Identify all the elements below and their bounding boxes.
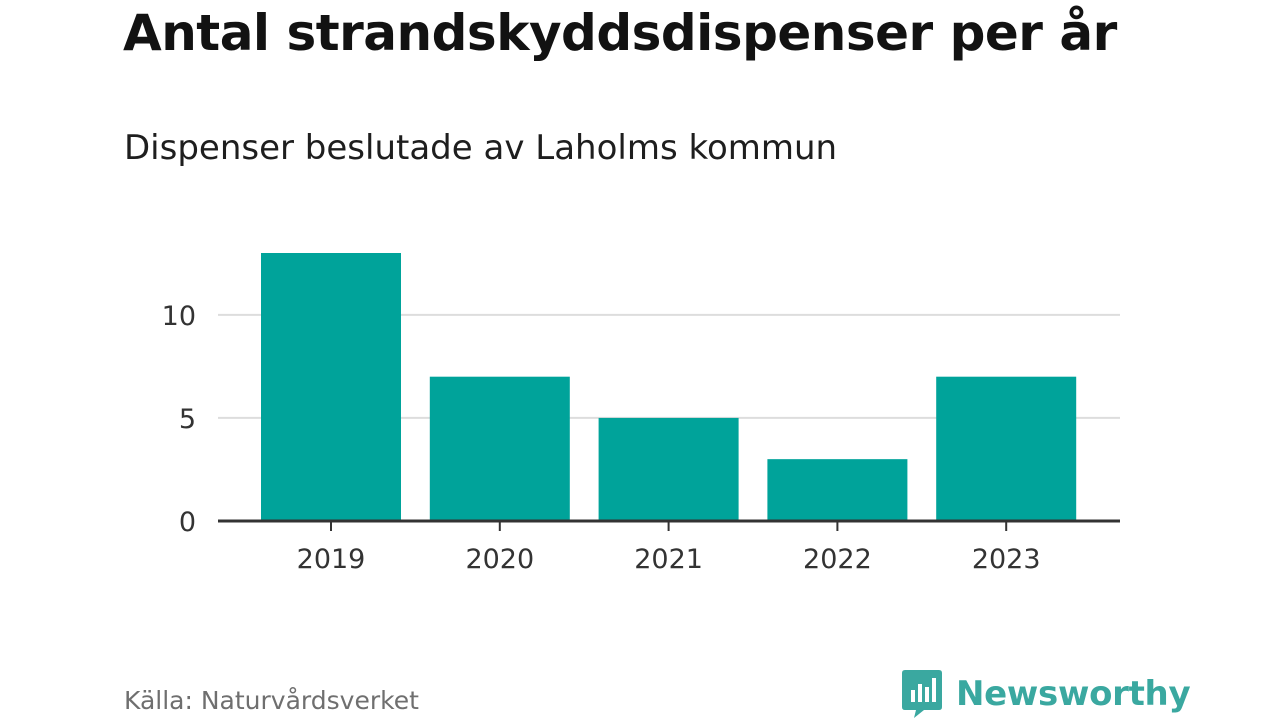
x-tick-label: 2020 <box>465 544 534 575</box>
brand-name: Newsworthy <box>956 674 1191 714</box>
bars <box>261 253 1077 521</box>
chart-subtitle: Dispenser beslutade av Laholms kommun <box>124 128 838 168</box>
brand-logo: Newsworthy <box>902 670 1191 718</box>
bar-2021 <box>598 417 739 521</box>
newsworthy-logo-icon <box>902 670 942 718</box>
bar-2020 <box>429 376 570 521</box>
chart-title: Antal strandskyddsdispenser per år <box>123 4 1117 62</box>
x-tick-label: 2019 <box>297 544 366 575</box>
axes: 0 5 10 2019 2020 2021 2022 2023 <box>162 301 1120 575</box>
bar-2019 <box>261 253 401 521</box>
x-tick-label: 2023 <box>972 544 1041 575</box>
x-tick-label: 2021 <box>634 544 703 575</box>
bar-2022 <box>767 459 908 521</box>
bar-2023 <box>936 376 1077 521</box>
source-note: Källa: Naturvårdsverket <box>124 686 419 715</box>
y-tick-label: 5 <box>179 404 196 435</box>
x-tick-label: 2022 <box>803 544 872 575</box>
y-tick-label: 10 <box>162 301 196 332</box>
y-tick-label: 0 <box>179 507 196 538</box>
